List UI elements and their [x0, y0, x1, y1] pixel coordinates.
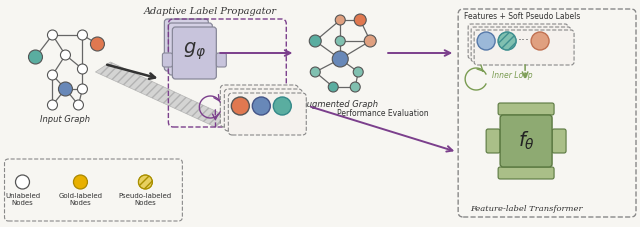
- FancyBboxPatch shape: [486, 129, 500, 153]
- Circle shape: [364, 35, 376, 47]
- FancyBboxPatch shape: [474, 30, 574, 65]
- Circle shape: [138, 175, 152, 189]
- Circle shape: [310, 67, 320, 77]
- Text: Adaptive Label Propagator: Adaptive Label Propagator: [144, 7, 277, 16]
- Circle shape: [15, 175, 29, 189]
- Circle shape: [309, 35, 321, 47]
- Circle shape: [77, 30, 88, 40]
- Circle shape: [60, 50, 70, 60]
- FancyBboxPatch shape: [552, 129, 566, 153]
- FancyBboxPatch shape: [471, 27, 571, 62]
- Circle shape: [77, 84, 88, 94]
- Text: Feature-label Transformer: Feature-label Transformer: [470, 205, 582, 213]
- FancyBboxPatch shape: [163, 53, 172, 67]
- Circle shape: [74, 100, 83, 110]
- Circle shape: [354, 14, 366, 26]
- Circle shape: [353, 67, 364, 77]
- Text: Outer Loop: Outer Loop: [227, 103, 269, 111]
- FancyBboxPatch shape: [216, 53, 227, 67]
- Circle shape: [335, 15, 345, 25]
- FancyBboxPatch shape: [164, 19, 209, 71]
- Circle shape: [273, 97, 291, 115]
- Circle shape: [47, 30, 58, 40]
- FancyBboxPatch shape: [228, 93, 307, 135]
- Text: Unlabeled
Nodes: Unlabeled Nodes: [5, 193, 40, 206]
- FancyBboxPatch shape: [4, 159, 182, 221]
- Circle shape: [29, 50, 42, 64]
- Text: Gold-labeled
Nodes: Gold-labeled Nodes: [58, 193, 102, 206]
- FancyBboxPatch shape: [225, 89, 302, 131]
- Circle shape: [328, 82, 339, 92]
- Text: $g_\varphi$: $g_\varphi$: [183, 40, 206, 62]
- Text: ···: ···: [518, 35, 530, 47]
- Circle shape: [332, 51, 348, 67]
- Circle shape: [58, 82, 72, 96]
- Text: Pseudo-labeled
Nodes: Pseudo-labeled Nodes: [119, 193, 172, 206]
- Circle shape: [77, 64, 88, 74]
- FancyBboxPatch shape: [498, 103, 554, 115]
- Circle shape: [531, 32, 549, 50]
- Text: Input Graph: Input Graph: [40, 115, 90, 124]
- FancyBboxPatch shape: [220, 85, 298, 127]
- FancyBboxPatch shape: [172, 27, 216, 79]
- Text: Inner Loop: Inner Loop: [492, 71, 532, 79]
- Circle shape: [74, 175, 88, 189]
- FancyBboxPatch shape: [168, 23, 212, 75]
- Circle shape: [90, 37, 104, 51]
- FancyBboxPatch shape: [500, 115, 552, 167]
- Text: $f_\theta$: $f_\theta$: [518, 130, 534, 152]
- Polygon shape: [95, 62, 228, 127]
- Circle shape: [47, 100, 58, 110]
- FancyBboxPatch shape: [498, 167, 554, 179]
- Circle shape: [231, 97, 250, 115]
- Circle shape: [498, 32, 516, 50]
- Text: Performance Evaluation: Performance Evaluation: [337, 109, 429, 118]
- Text: Augmented Graph: Augmented Graph: [301, 100, 379, 109]
- Text: Features + Soft Pseudo Labels: Features + Soft Pseudo Labels: [464, 12, 580, 21]
- Circle shape: [350, 82, 360, 92]
- Circle shape: [252, 97, 270, 115]
- FancyBboxPatch shape: [468, 24, 568, 59]
- Circle shape: [477, 32, 495, 50]
- Circle shape: [335, 36, 345, 46]
- Circle shape: [47, 70, 58, 80]
